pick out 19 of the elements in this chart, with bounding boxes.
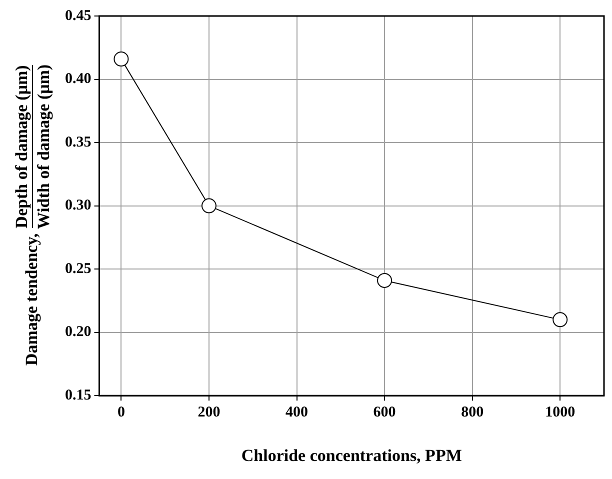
x-tick-label: 400 <box>286 404 308 420</box>
y-tick-label: 0.45 <box>65 8 92 24</box>
point <box>552 312 568 328</box>
y-tick-label: 0.15 <box>65 387 92 404</box>
y-tick-label: 0.40 <box>65 71 92 88</box>
point <box>201 198 216 214</box>
y-axis-title: Damage tendency, Depth of damage (μm) Width of damage (μm) <box>10 64 54 366</box>
y-tick-label: 0.30 <box>65 198 92 214</box>
x-tick-label: 600 <box>373 404 396 420</box>
x-axis-title: Chloride concentrations, PPM <box>241 446 462 466</box>
point <box>114 52 129 67</box>
y-tick-label: 0.25 <box>65 260 92 277</box>
x-tick-label: 200 <box>198 404 220 420</box>
y-tick-label: 0.35 <box>65 134 92 150</box>
x-tick-label: 800 <box>461 404 484 420</box>
y-tick-label: 0.20 <box>65 324 92 340</box>
x-tick-label: 1000 <box>545 404 576 420</box>
point <box>377 272 392 288</box>
x-tick-label: 0 <box>117 404 125 420</box>
